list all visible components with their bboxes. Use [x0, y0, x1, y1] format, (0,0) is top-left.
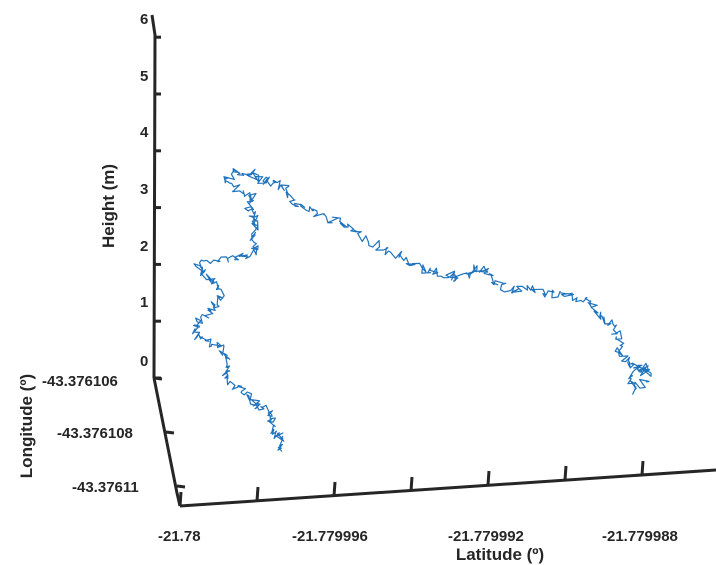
y-axis-line: [152, 377, 182, 507]
x-tick-label: -21.78: [158, 528, 201, 545]
x-tick: [178, 491, 183, 507]
z-tick-label: 2: [140, 238, 148, 255]
x-tick: [255, 486, 260, 502]
y-tick: [176, 484, 186, 489]
y-tick-label: -43.376106: [42, 373, 118, 390]
y-tick-label: -43.376108: [57, 425, 133, 442]
x-tick-label: -21.779988: [602, 528, 678, 545]
x-tick: [640, 460, 645, 476]
x-tick-label: -21.779992: [448, 528, 524, 545]
x-tick: [486, 470, 491, 486]
z-tick-label: 3: [140, 181, 148, 198]
x-axis-title: Latitude (º): [456, 545, 544, 564]
y-tick: [153, 376, 163, 381]
y-tick-label: -43.37611: [72, 479, 139, 496]
trajectory-line: [192, 168, 652, 452]
z-axis-title: Height (m): [99, 164, 118, 248]
x-axis-line: [179, 468, 716, 508]
tick-marks: [153, 35, 645, 507]
z-tick-label: 1: [140, 294, 148, 311]
z-tick-label: 5: [140, 68, 148, 85]
y-axis-title: Longitude (º): [17, 374, 36, 478]
z-tick-label: 4: [140, 124, 149, 141]
trajectory-layer: [192, 168, 652, 452]
z-axis-line: [150, 14, 157, 379]
x-tick: [563, 465, 568, 481]
x-tick: [332, 481, 337, 497]
y-tick: [165, 430, 175, 435]
z-tick-label: 6: [140, 11, 148, 28]
x-tick: [409, 476, 414, 492]
x-tick-label: -21.779996: [292, 528, 368, 545]
z-tick-label: 0: [140, 353, 148, 370]
